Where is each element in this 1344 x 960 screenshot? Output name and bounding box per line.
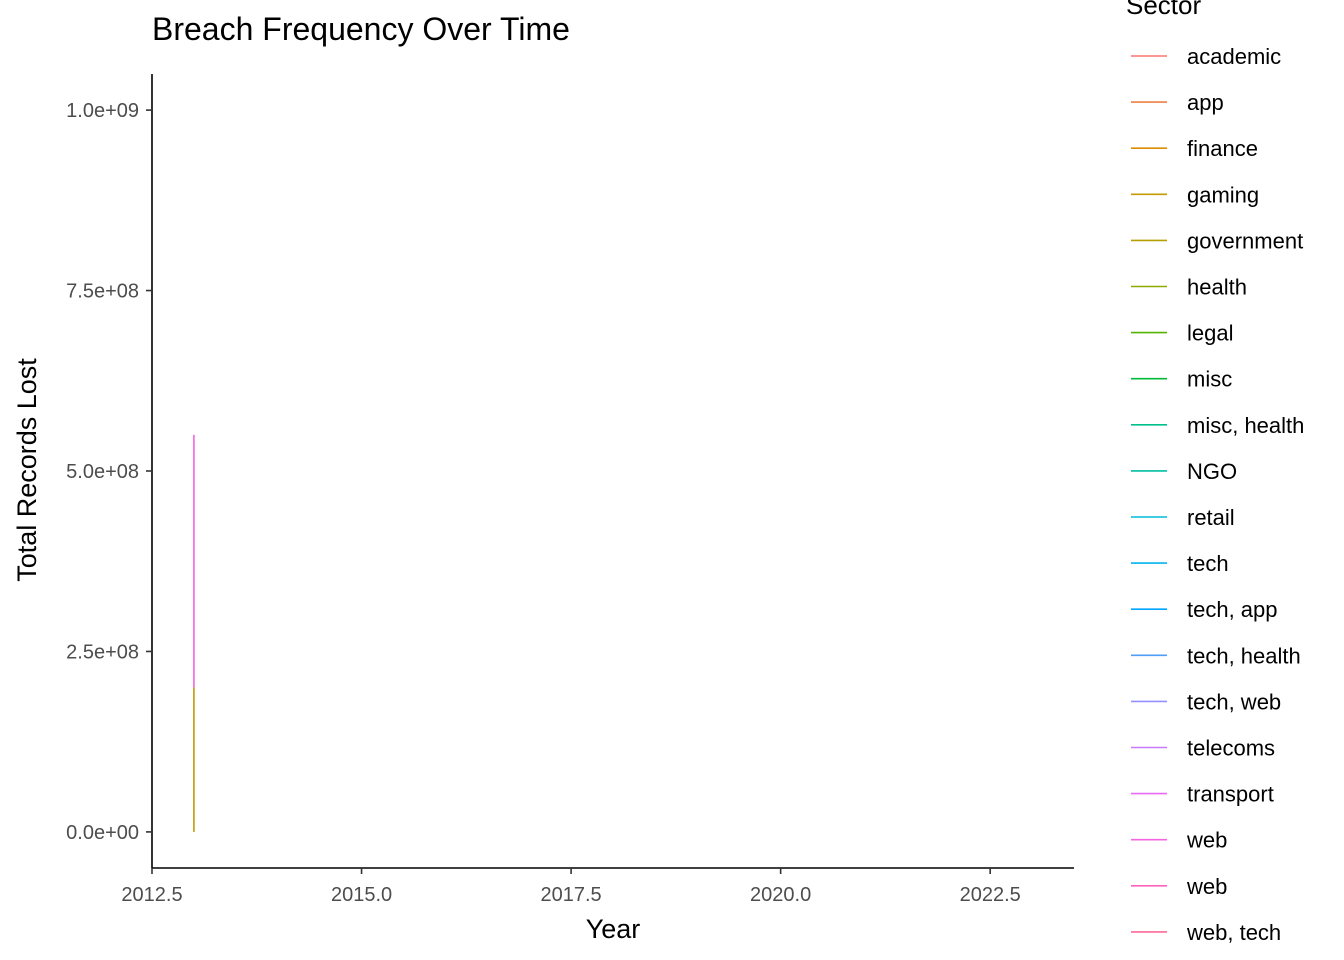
- legend-label: tech, app: [1187, 597, 1278, 622]
- legend-label: web: [1186, 828, 1227, 853]
- chart-title: Breach Frequency Over Time: [152, 11, 570, 47]
- legend-label: tech: [1187, 551, 1229, 576]
- y-tick-label: 2.5e+08: [66, 641, 139, 663]
- legend-label: retail: [1187, 505, 1235, 530]
- legend-label: finance: [1187, 136, 1258, 161]
- y-tick-label: 5.0e+08: [66, 461, 139, 483]
- legend-entry: government: [1131, 228, 1303, 253]
- legend-label: telecoms: [1187, 736, 1275, 761]
- legend-entry: web: [1131, 874, 1227, 899]
- legend-label: legal: [1187, 321, 1233, 346]
- x-ticks: 2012.5 2015.0 2017.5 2020.0 2022.5: [121, 868, 1021, 906]
- x-tick-label: 2015.0: [331, 884, 392, 906]
- legend-entry: gaming: [1131, 182, 1259, 207]
- legend-entry: misc, health: [1131, 413, 1304, 438]
- legend-entry: academic: [1131, 44, 1281, 69]
- x-tick-label: 2020.0: [750, 884, 811, 906]
- legend-entry: health: [1131, 275, 1247, 300]
- x-tick-label: 2012.5: [121, 884, 182, 906]
- legend-entry: app: [1131, 90, 1224, 115]
- legend-entry: tech, health: [1131, 643, 1301, 668]
- legend-entry: transport: [1131, 782, 1274, 807]
- legend-entries: academic app finance gaming government health…: [1131, 44, 1304, 945]
- legend-title: Sector: [1126, 0, 1201, 20]
- legend-label: web, tech: [1186, 920, 1281, 945]
- legend-entry: finance: [1131, 136, 1258, 161]
- legend-entry: telecoms: [1131, 736, 1275, 761]
- y-ticks: 0.0e+00 2.5e+08 5.0e+08 7.5e+08 1.0e+09: [66, 100, 152, 844]
- legend-entry: legal: [1131, 321, 1233, 346]
- legend-entry: tech, app: [1131, 597, 1278, 622]
- legend-entry: web: [1131, 828, 1227, 853]
- legend-label: transport: [1187, 782, 1274, 807]
- legend-entry: NGO: [1131, 459, 1237, 484]
- legend-label: NGO: [1187, 459, 1237, 484]
- legend-entry: tech: [1131, 551, 1229, 576]
- legend-entry: retail: [1131, 505, 1235, 530]
- y-axis-title: Total Records Lost: [12, 358, 42, 582]
- legend-label: gaming: [1187, 182, 1259, 207]
- legend-label: government: [1187, 228, 1303, 253]
- legend-label: app: [1187, 90, 1224, 115]
- legend-label: web: [1186, 874, 1227, 899]
- legend-entry: misc: [1131, 367, 1232, 392]
- legend-label: tech, health: [1187, 643, 1301, 668]
- legend-label: tech, web: [1187, 689, 1281, 714]
- legend-entry: tech, web: [1131, 689, 1281, 714]
- y-tick-label: 1.0e+09: [66, 100, 139, 122]
- y-tick-label: 7.5e+08: [66, 281, 139, 303]
- legend: Sector academic app finance gaming governmen…: [1126, 0, 1304, 945]
- legend-label: academic: [1187, 44, 1281, 69]
- x-tick-label: 2022.5: [960, 884, 1021, 906]
- legend-label: misc, health: [1187, 413, 1304, 438]
- y-tick-label: 0.0e+00: [66, 822, 139, 844]
- x-axis-title: Year: [586, 914, 641, 944]
- legend-entry: web, tech: [1131, 920, 1281, 945]
- legend-label: health: [1187, 275, 1247, 300]
- legend-label: misc: [1187, 367, 1232, 392]
- x-tick-label: 2017.5: [541, 884, 602, 906]
